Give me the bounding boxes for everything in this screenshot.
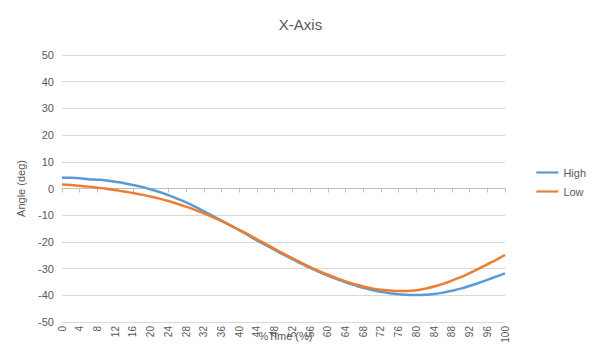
svg-text:96: 96 (482, 326, 493, 338)
svg-text:16: 16 (127, 326, 138, 338)
svg-text:56: 56 (305, 326, 316, 338)
svg-text:60: 60 (322, 326, 333, 338)
svg-text:10: 10 (42, 156, 54, 168)
svg-text:24: 24 (163, 326, 174, 338)
svg-text:-20: -20 (38, 236, 54, 248)
svg-text:50: 50 (42, 49, 54, 61)
svg-text:68: 68 (358, 326, 369, 338)
svg-text:12: 12 (110, 326, 121, 338)
svg-text:Low: Low (563, 186, 583, 198)
svg-text:Angle (deg): Angle (deg) (15, 160, 27, 217)
svg-text:36: 36 (216, 326, 227, 338)
svg-text:8: 8 (92, 326, 103, 332)
svg-text:X-Axis: X-Axis (279, 16, 322, 33)
svg-text:0: 0 (57, 326, 68, 332)
svg-text:40: 40 (42, 76, 54, 88)
svg-text:High: High (563, 167, 586, 179)
svg-text:72: 72 (375, 326, 386, 338)
svg-text:44: 44 (251, 326, 262, 338)
svg-text:-10: -10 (38, 209, 54, 221)
svg-text:32: 32 (198, 326, 209, 338)
svg-text:%Time (%): %Time (%) (258, 329, 313, 342)
svg-text:80: 80 (411, 326, 422, 338)
svg-text:30: 30 (42, 102, 54, 114)
svg-text:92: 92 (464, 326, 475, 338)
svg-text:76: 76 (393, 326, 404, 338)
svg-text:4: 4 (74, 326, 85, 332)
svg-text:-40: -40 (38, 289, 54, 301)
svg-text:64: 64 (340, 326, 351, 338)
svg-text:52: 52 (287, 326, 298, 338)
svg-text:84: 84 (429, 326, 440, 338)
svg-text:20: 20 (145, 326, 156, 338)
svg-text:100: 100 (500, 326, 511, 343)
svg-text:28: 28 (181, 326, 192, 338)
svg-text:20: 20 (42, 129, 54, 141)
svg-text:-30: -30 (38, 263, 54, 275)
svg-text:40: 40 (234, 326, 245, 338)
svg-text:48: 48 (269, 326, 280, 338)
svg-text:-50: -50 (38, 316, 54, 328)
svg-text:88: 88 (446, 326, 457, 338)
svg-text:0: 0 (48, 183, 54, 195)
